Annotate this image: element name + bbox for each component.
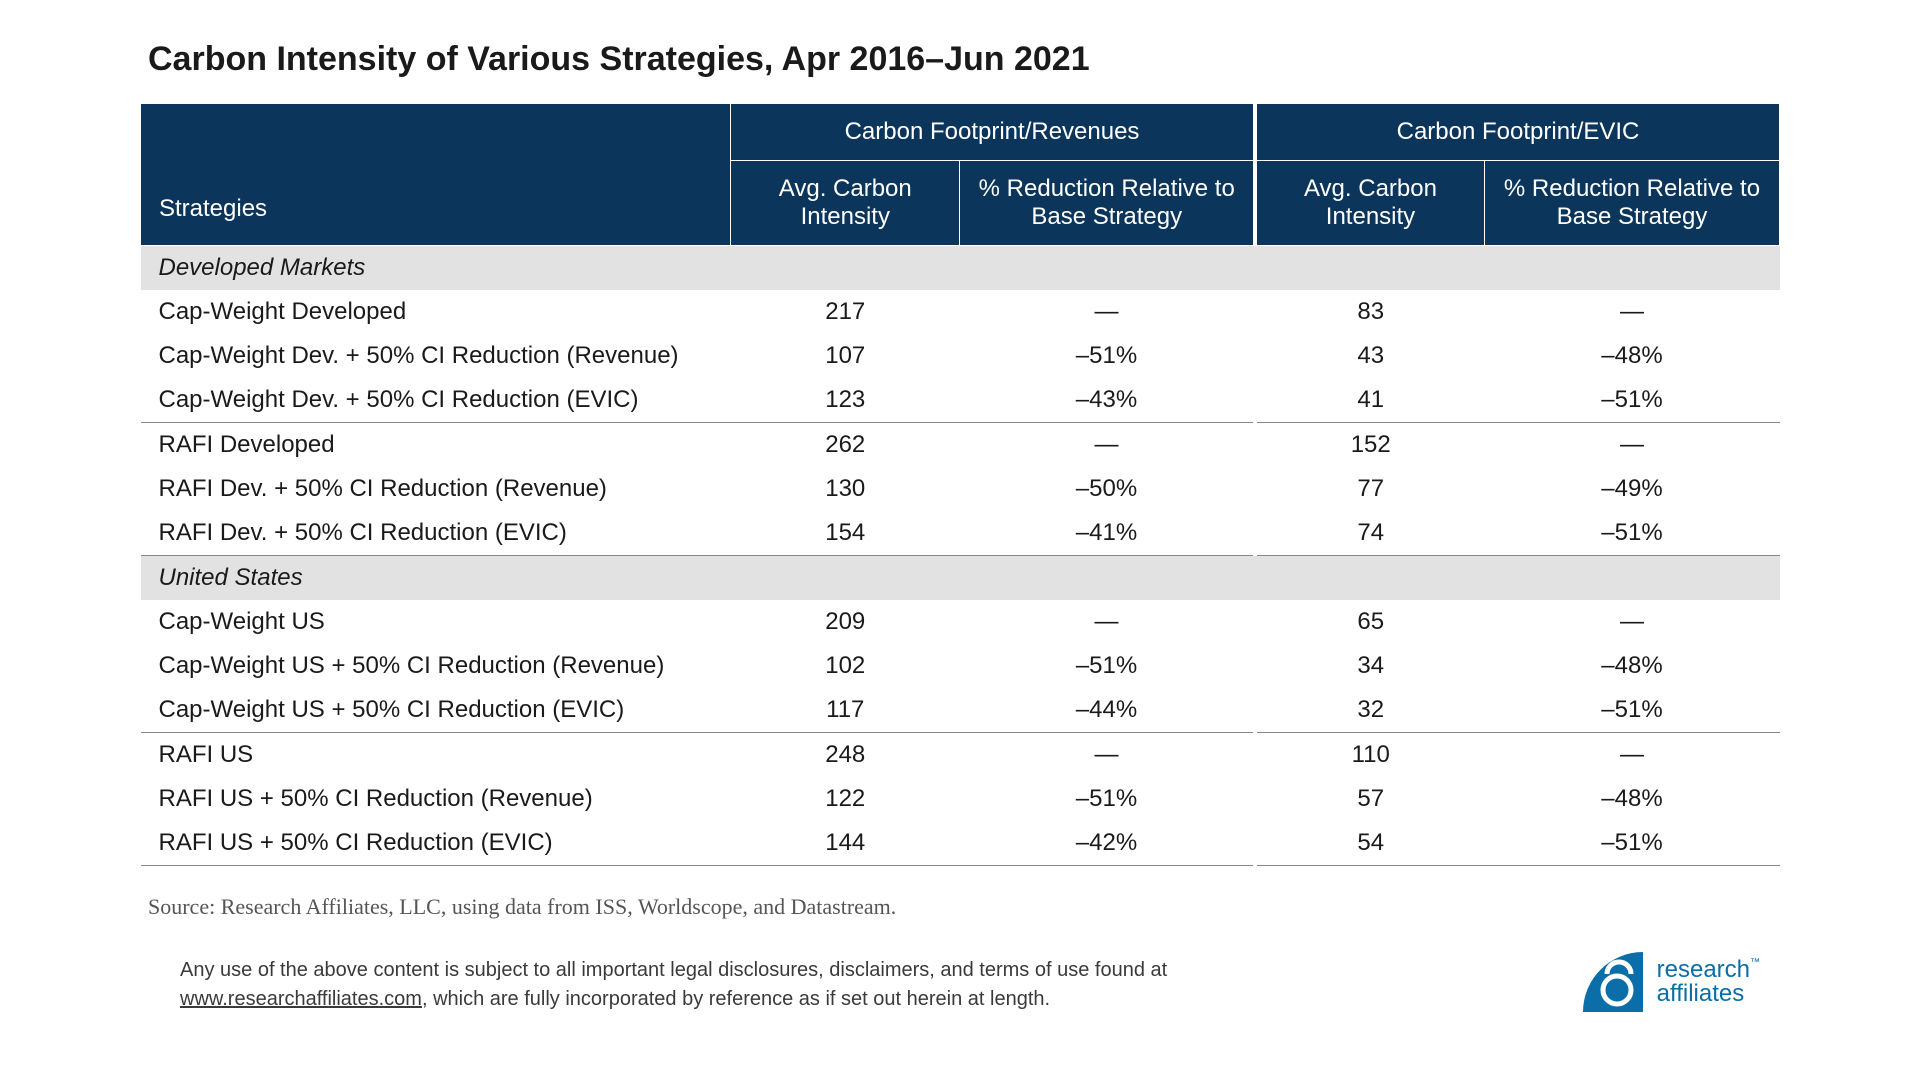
value-cell: 144: [731, 821, 960, 866]
value-cell: —: [1484, 600, 1779, 644]
col-header-strategies: Strategies: [141, 104, 731, 246]
value-cell: 65: [1255, 600, 1484, 644]
value-cell: 209: [731, 600, 960, 644]
value-cell: 34: [1255, 644, 1484, 688]
table-row: Cap-Weight Developed217—83—: [141, 290, 1780, 334]
legal-link[interactable]: www.researchaffiliates.com: [180, 988, 422, 1010]
value-cell: —: [1484, 290, 1779, 334]
value-cell: –51%: [1484, 378, 1779, 423]
value-cell: 32: [1255, 688, 1484, 733]
value-cell: –51%: [1484, 821, 1779, 866]
logo-line2: affiliates: [1657, 982, 1760, 1006]
value-cell: –48%: [1484, 777, 1779, 821]
value-cell: –51%: [960, 334, 1255, 378]
value-cell: –51%: [960, 777, 1255, 821]
value-cell: —: [960, 290, 1255, 334]
value-cell: –48%: [1484, 334, 1779, 378]
value-cell: 262: [731, 423, 960, 468]
strategy-cell: Cap-Weight Dev. + 50% CI Reduction (EVIC…: [141, 378, 731, 423]
value-cell: —: [960, 733, 1255, 778]
value-cell: –51%: [1484, 511, 1779, 556]
strategy-cell: RAFI Dev. + 50% CI Reduction (EVIC): [141, 511, 731, 556]
table-row: RAFI Developed262—152—: [141, 423, 1780, 468]
strategy-cell: Cap-Weight US: [141, 600, 731, 644]
value-cell: –50%: [960, 467, 1255, 511]
value-cell: 117: [731, 688, 960, 733]
section-name: Developed Markets: [141, 246, 1780, 291]
logo-tm: ™: [1750, 957, 1760, 968]
table-row: RAFI Dev. + 50% CI Reduction (Revenue)13…: [141, 467, 1780, 511]
value-cell: —: [960, 600, 1255, 644]
value-cell: —: [960, 423, 1255, 468]
value-cell: 248: [731, 733, 960, 778]
value-cell: 217: [731, 290, 960, 334]
value-cell: 41: [1255, 378, 1484, 423]
value-cell: 77: [1255, 467, 1484, 511]
col-group-revenues: Carbon Footprint/Revenues: [731, 104, 1255, 161]
legal-text-2: , which are fully incorporated by refere…: [422, 988, 1050, 1010]
value-cell: 154: [731, 511, 960, 556]
col-header-avg-evic: Avg. Carbon Intensity: [1255, 161, 1484, 246]
strategy-cell: Cap-Weight US + 50% CI Reduction (Revenu…: [141, 644, 731, 688]
section-header-row: Developed Markets: [141, 246, 1780, 291]
col-group-evic: Carbon Footprint/EVIC: [1255, 104, 1780, 161]
table-row: RAFI US + 50% CI Reduction (Revenue)122–…: [141, 777, 1780, 821]
value-cell: 43: [1255, 334, 1484, 378]
value-cell: 107: [731, 334, 960, 378]
table-row: Cap-Weight US + 50% CI Reduction (EVIC)1…: [141, 688, 1780, 733]
strategy-cell: RAFI Developed: [141, 423, 731, 468]
value-cell: 130: [731, 467, 960, 511]
logo-mark-icon: [1581, 950, 1645, 1014]
value-cell: 122: [731, 777, 960, 821]
page-title: Carbon Intensity of Various Strategies, …: [140, 40, 1780, 79]
value-cell: –43%: [960, 378, 1255, 423]
logo-text: research™ affiliates: [1657, 958, 1760, 1006]
legal-text-1: Any use of the above content is subject …: [180, 959, 1167, 981]
value-cell: 152: [1255, 423, 1484, 468]
company-logo: research™ affiliates: [1581, 950, 1760, 1014]
value-cell: –42%: [960, 821, 1255, 866]
value-cell: 123: [731, 378, 960, 423]
logo-line1: research: [1657, 956, 1750, 983]
col-header-red-rev: % Reduction Relative to Base Strategy: [960, 161, 1255, 246]
carbon-intensity-table: Strategies Carbon Footprint/Revenues Car…: [140, 103, 1780, 866]
value-cell: 54: [1255, 821, 1484, 866]
table-row: RAFI US + 50% CI Reduction (EVIC)144–42%…: [141, 821, 1780, 866]
section-header-row: United States: [141, 556, 1780, 601]
strategy-cell: Cap-Weight US + 50% CI Reduction (EVIC): [141, 688, 731, 733]
strategy-cell: Cap-Weight Developed: [141, 290, 731, 334]
value-cell: —: [1484, 423, 1779, 468]
strategy-cell: Cap-Weight Dev. + 50% CI Reduction (Reve…: [141, 334, 731, 378]
legal-disclaimer: Any use of the above content is subject …: [180, 956, 1300, 1014]
table-row: Cap-Weight Dev. + 50% CI Reduction (Reve…: [141, 334, 1780, 378]
value-cell: 57: [1255, 777, 1484, 821]
table-row: RAFI Dev. + 50% CI Reduction (EVIC)154–4…: [141, 511, 1780, 556]
table-row: Cap-Weight US209—65—: [141, 600, 1780, 644]
strategy-cell: RAFI US + 50% CI Reduction (Revenue): [141, 777, 731, 821]
value-cell: –51%: [960, 644, 1255, 688]
value-cell: –44%: [960, 688, 1255, 733]
value-cell: –48%: [1484, 644, 1779, 688]
strategy-cell: RAFI US: [141, 733, 731, 778]
source-note: Source: Research Affiliates, LLC, using …: [140, 894, 1780, 920]
table-row: Cap-Weight Dev. + 50% CI Reduction (EVIC…: [141, 378, 1780, 423]
col-header-red-evic: % Reduction Relative to Base Strategy: [1484, 161, 1779, 246]
value-cell: –41%: [960, 511, 1255, 556]
value-cell: –51%: [1484, 688, 1779, 733]
section-name: United States: [141, 556, 1780, 601]
col-header-avg-rev: Avg. Carbon Intensity: [731, 161, 960, 246]
value-cell: –49%: [1484, 467, 1779, 511]
strategy-cell: RAFI Dev. + 50% CI Reduction (Revenue): [141, 467, 731, 511]
table-row: RAFI US248—110—: [141, 733, 1780, 778]
value-cell: 110: [1255, 733, 1484, 778]
value-cell: 102: [731, 644, 960, 688]
strategy-cell: RAFI US + 50% CI Reduction (EVIC): [141, 821, 731, 866]
value-cell: 74: [1255, 511, 1484, 556]
value-cell: 83: [1255, 290, 1484, 334]
value-cell: —: [1484, 733, 1779, 778]
table-row: Cap-Weight US + 50% CI Reduction (Revenu…: [141, 644, 1780, 688]
